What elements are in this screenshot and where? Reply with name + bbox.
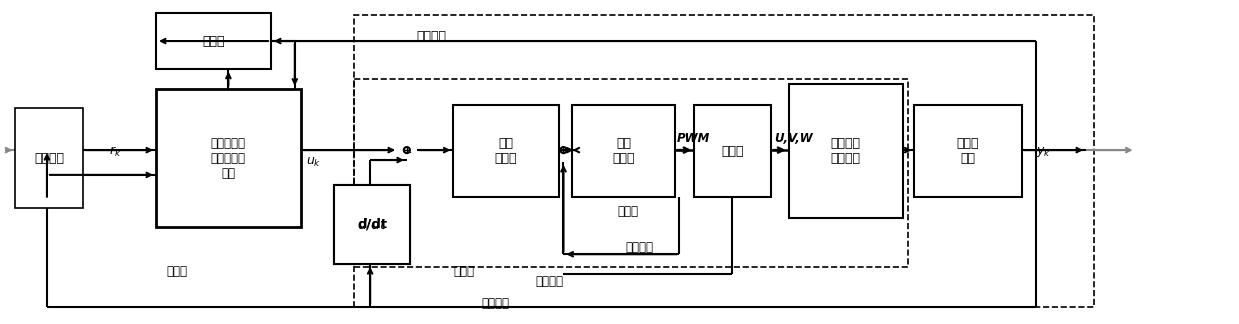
Text: 电流环: 电流环	[617, 205, 638, 218]
Text: 伺服对象: 伺服对象	[416, 29, 447, 42]
Text: −: −	[560, 148, 569, 158]
Bar	[156, 89, 301, 227]
Text: U,V,W: U,V,W	[774, 132, 814, 145]
Text: $r_k$: $r_k$	[109, 145, 121, 159]
Bar	[156, 13, 271, 69]
Text: 电流检测: 电流检测	[624, 241, 653, 254]
Bar	[914, 106, 1021, 197]
Text: 光电编
码器: 光电编 码器	[957, 137, 979, 165]
Text: PWM: PWM	[676, 132, 710, 145]
Text: d/dt: d/dt	[357, 218, 388, 231]
Bar	[354, 15, 1094, 307]
Bar	[335, 185, 410, 264]
Text: 速度环: 速度环	[453, 265, 475, 278]
Bar	[335, 185, 410, 264]
Bar	[15, 109, 83, 208]
Bar	[572, 106, 674, 197]
Bar	[788, 84, 902, 217]
Text: 位置给定: 位置给定	[33, 152, 64, 165]
Text: $y_k$: $y_k$	[1036, 145, 1052, 159]
Text: $d/dt$: $d/dt$	[357, 216, 388, 232]
Text: 永磁同步
直线电机: 永磁同步 直线电机	[830, 137, 861, 165]
Text: 逆变器: 逆变器	[721, 145, 743, 157]
Text: 电流
控制器: 电流 控制器	[612, 137, 634, 165]
Bar	[354, 79, 907, 267]
Text: 存储器: 存储器	[202, 35, 224, 48]
Text: −: −	[403, 148, 413, 158]
Text: 位置环: 位置环	[166, 265, 187, 278]
Text: $u_k$: $u_k$	[306, 156, 321, 168]
Text: 电流检测: 电流检测	[535, 275, 564, 288]
Text: 位置检测: 位置检测	[481, 297, 509, 310]
Bar	[694, 106, 771, 197]
Text: 位置多周期
滑模重复控
制器: 位置多周期 滑模重复控 制器	[211, 136, 245, 179]
Bar	[453, 106, 559, 197]
Text: 速度
控制器: 速度 控制器	[494, 137, 517, 165]
